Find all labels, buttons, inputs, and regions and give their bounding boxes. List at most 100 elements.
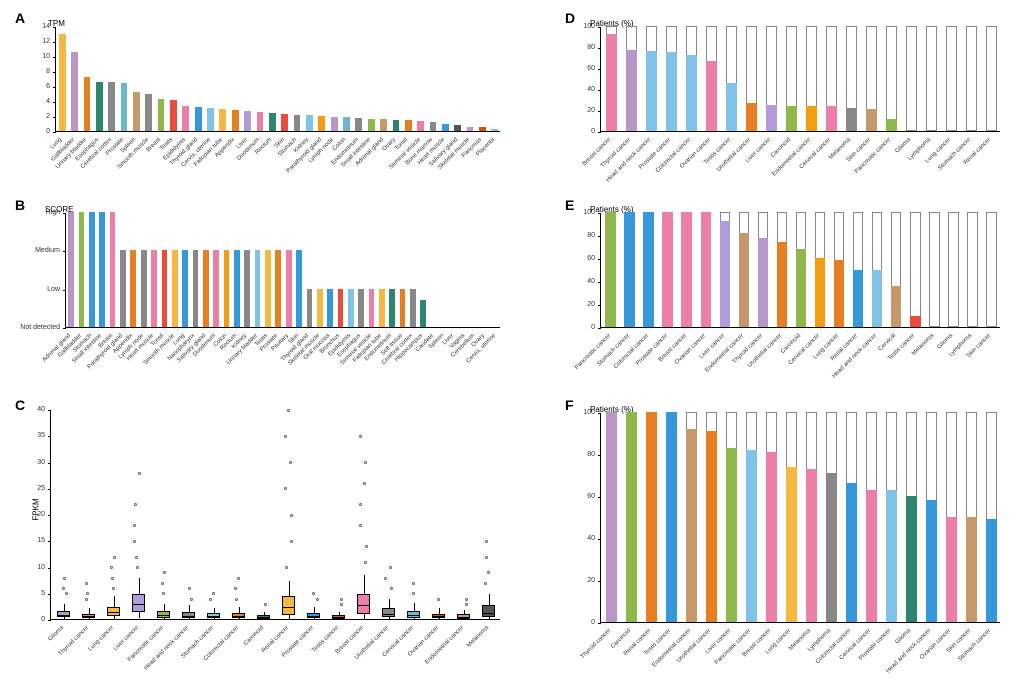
panel-b-chart (65, 213, 500, 328)
bar (846, 483, 857, 622)
bar (806, 106, 817, 131)
boxplot-item (357, 410, 370, 620)
bar (467, 127, 474, 132)
bar (686, 55, 697, 131)
bar (866, 490, 877, 622)
boxplot-item (382, 410, 395, 620)
bar (89, 212, 95, 327)
bar-outline (929, 212, 939, 327)
bar-outline (986, 212, 996, 327)
panel-a-chart (55, 27, 500, 132)
bar (389, 289, 395, 327)
boxplot-item (107, 410, 120, 620)
bar (806, 469, 817, 622)
boxplot-item (157, 410, 170, 620)
bar (232, 110, 239, 131)
panel-d-label: D (565, 10, 575, 26)
boxplot-item (207, 410, 220, 620)
bar (219, 109, 226, 132)
bar (946, 517, 957, 622)
bar (624, 212, 634, 327)
bar (853, 270, 863, 328)
bar (886, 119, 897, 131)
bar (786, 467, 797, 622)
bar (193, 250, 199, 327)
bar (379, 289, 385, 327)
x-tick-label: Liver cancer (112, 625, 139, 652)
x-tick-label: Urothelial cancer (747, 333, 783, 369)
bar (59, 34, 66, 132)
bar (172, 250, 178, 327)
x-tick-label: Thyroid cancer (580, 628, 612, 660)
bar (84, 77, 91, 131)
bar (207, 108, 214, 131)
x-tick-label: Pancreatic cancer (714, 628, 752, 666)
bar (606, 34, 617, 131)
bar (442, 124, 449, 132)
bar (777, 242, 787, 327)
boxplot-item (332, 410, 345, 620)
bar (726, 448, 737, 622)
bar (158, 99, 165, 131)
bar (348, 289, 354, 327)
boxplot-item (482, 410, 495, 620)
bar (234, 250, 240, 327)
bar (145, 94, 152, 132)
bar (71, 52, 78, 131)
bar (99, 212, 105, 327)
bar (886, 490, 897, 622)
bar (420, 300, 426, 327)
bar (68, 212, 74, 327)
bar (796, 249, 806, 327)
bar (286, 250, 292, 327)
bar (662, 212, 672, 327)
x-tick-label: Colorectal cancer (612, 333, 649, 370)
panel-f: F Patients (%) Thyroid cancerCarcinoidRe… (560, 395, 1010, 685)
bar (720, 221, 730, 327)
bar (281, 114, 288, 131)
bar (766, 452, 777, 622)
bar (646, 51, 657, 131)
bar (758, 238, 768, 327)
boxplot-item (182, 410, 195, 620)
bar-outline (906, 26, 917, 131)
bar (130, 250, 136, 327)
bar (255, 250, 261, 327)
bar (966, 517, 977, 622)
boxplot-item (432, 410, 445, 620)
panel-a: A TPM LungGallbladderUrinary bladderEsop… (10, 5, 510, 180)
bar (141, 250, 147, 327)
boxplot-item (257, 410, 270, 620)
bar (182, 250, 188, 327)
bar (739, 233, 749, 327)
x-tick-label: Glioma (894, 628, 912, 646)
bar (786, 106, 797, 131)
bar (307, 289, 313, 327)
bar (306, 115, 313, 131)
boxplot-item (282, 410, 295, 620)
x-tick-label: Lung cancer (87, 625, 115, 653)
bar (296, 250, 302, 327)
panel-e: E Patients (%) Pancreatic cancerStomach … (560, 195, 1010, 380)
bar (108, 82, 115, 131)
bar (926, 500, 937, 622)
bar (170, 100, 177, 132)
bar (815, 258, 825, 327)
bar (872, 270, 882, 328)
bar (368, 119, 375, 131)
bar (643, 212, 653, 327)
bar (706, 431, 717, 622)
bar (866, 109, 877, 131)
bar (646, 412, 657, 622)
bar (746, 450, 757, 622)
bar (79, 212, 85, 327)
x-tick-label: Melanoma (466, 625, 490, 649)
bar (405, 120, 412, 131)
bar (906, 496, 917, 622)
bar-outline (948, 212, 958, 327)
bar (393, 120, 400, 131)
x-tick-label: Glioma (894, 137, 912, 155)
bar (121, 83, 128, 131)
bar-outline (946, 26, 957, 131)
panel-f-chart (600, 413, 1000, 623)
